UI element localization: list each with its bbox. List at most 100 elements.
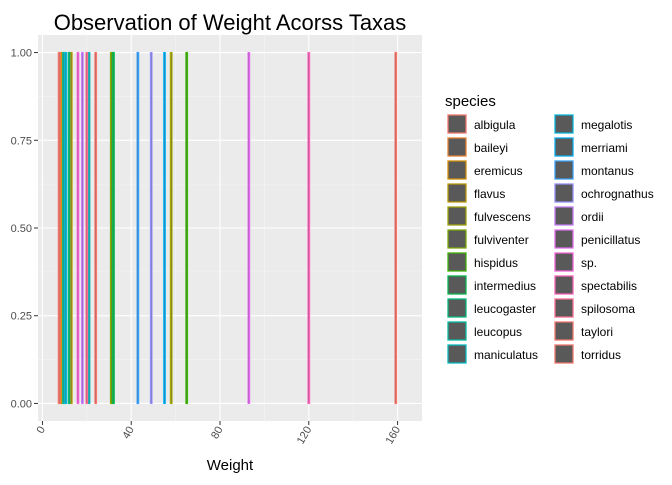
x-tick-label: 0 [35, 425, 48, 436]
legend-item: eremicus [447, 160, 523, 180]
legend-key-swatch [554, 252, 574, 272]
legend-item: ochrognathus [554, 183, 654, 203]
legend-item-label: leucopus [474, 325, 522, 339]
bar-sp [76, 51, 80, 405]
legend-item: intermedius [447, 275, 536, 295]
legend-item-label: baileyi [474, 141, 508, 155]
legend-item-label: eremicus [474, 164, 523, 178]
bar-ordii [81, 51, 84, 405]
x-tick-label: 80 [209, 425, 226, 442]
legend-item-label: penicillatus [581, 233, 640, 247]
legend-key-swatch [447, 275, 467, 295]
y-tick-label: 1.00 [11, 48, 32, 60]
bar-torridus [57, 51, 61, 405]
legend-key-swatch [554, 160, 574, 180]
legend-item: megalotis [554, 114, 632, 134]
legend-key-swatch [447, 114, 467, 134]
bar-penicillatus [247, 51, 251, 405]
legend-item: maniculatus [447, 344, 538, 364]
legend-key-swatch [554, 321, 574, 341]
legend-key-swatch [447, 183, 467, 203]
legend-item: spilosoma [554, 298, 635, 318]
legend-item: sp. [554, 252, 597, 272]
legend-key-swatch [447, 160, 467, 180]
x-axis-title: Weight [207, 457, 254, 474]
legend-item-label: merriami [581, 141, 628, 155]
legend-item: taylori [554, 321, 613, 341]
y-tick-label: 0.75 [11, 135, 32, 147]
legend-item: spectabilis [554, 275, 637, 295]
legend-item: albigula [447, 114, 516, 134]
legend-key-swatch [554, 229, 574, 249]
legend-key-swatch [447, 137, 467, 157]
bar-flavus [69, 51, 73, 405]
legend-item-label: spilosoma [581, 302, 635, 316]
legend-item: leucopus [447, 321, 522, 341]
legend-item-label: spectabilis [581, 279, 637, 293]
legend-item-label: flavus [474, 187, 505, 201]
bar-megalotis [64, 51, 68, 405]
legend: species albigula baileyi eremicus flavus ful… [445, 93, 654, 364]
legend-item: fulviventer [447, 229, 529, 249]
bar-leucogaster [67, 51, 71, 405]
bar-fulvescens [169, 51, 173, 405]
bars-group [57, 51, 398, 405]
bar-ochrognathus [149, 51, 153, 405]
legend-key-swatch [447, 206, 467, 226]
legend-key-swatch [554, 183, 574, 203]
legend-key-swatch [447, 229, 467, 249]
legend-item-label: sp. [581, 256, 597, 270]
legend-key-swatch [447, 252, 467, 272]
grid-lines [38, 35, 422, 421]
bar-albigula [394, 51, 398, 405]
legend-key-swatch [447, 321, 467, 341]
legend-item-label: megalotis [581, 118, 632, 132]
legend-item: hispidus [447, 252, 518, 272]
y-tick-label: 0.50 [11, 223, 32, 235]
legend-item-label: ordii [581, 210, 604, 224]
legend-key-swatch [554, 137, 574, 157]
bar-merriami [163, 51, 166, 405]
bar-montanus [136, 51, 140, 405]
legend-key-swatch [554, 206, 574, 226]
legend-item-label: leucogaster [474, 302, 536, 316]
legend-title: species [445, 93, 496, 110]
bar-intermedius [112, 51, 115, 405]
legend-key-swatch [447, 344, 467, 364]
legend-item-label: montanus [581, 164, 634, 178]
legend-item-label: ochrognathus [581, 187, 654, 201]
legend-key-swatch [447, 298, 467, 318]
legend-item-label: albigula [474, 118, 516, 132]
legend-key-swatch [554, 114, 574, 134]
y-tick-label: 0.00 [11, 398, 32, 410]
legend-item: merriami [554, 137, 628, 157]
legend-item-label: maniculatus [474, 348, 538, 362]
legend-item-label: intermedius [474, 279, 536, 293]
legend-item: montanus [554, 160, 634, 180]
bar-hispidus [185, 51, 189, 405]
legend-item-label: fulviventer [474, 233, 529, 247]
y-tick-label: 0.25 [11, 311, 32, 323]
legend-item: fulvescens [447, 206, 531, 226]
bar-fulviventer [109, 51, 113, 405]
bar-leucopus [62, 51, 65, 405]
x-tick-label: 40 [120, 425, 137, 442]
legend-item: flavus [447, 183, 505, 203]
legend-item: leucogaster [447, 298, 536, 318]
legend-item: penicillatus [554, 229, 640, 249]
legend-key-swatch [554, 275, 574, 295]
legend-item-label: taylori [581, 325, 613, 339]
legend-item-label: torridus [581, 348, 621, 362]
legend-key-swatch [554, 344, 574, 364]
legend-item-label: fulvescens [474, 210, 531, 224]
bar-spectabilis [307, 51, 311, 405]
bar-spilosoma [85, 51, 89, 405]
legend-item: ordii [554, 206, 604, 226]
legend-key-swatch [554, 298, 574, 318]
legend-item: baileyi [447, 137, 508, 157]
x-tick-label: 120 [295, 425, 315, 447]
chart-title: Observation of Weight Acorss Taxas [54, 10, 407, 35]
legend-item-label: hispidus [474, 256, 518, 270]
